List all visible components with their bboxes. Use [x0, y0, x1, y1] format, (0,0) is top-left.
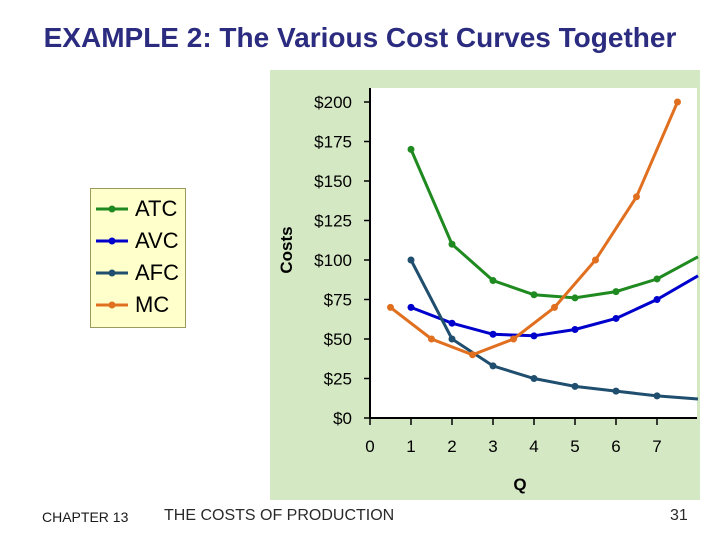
legend-label: AVC: [135, 228, 179, 253]
legend-item-mc: MC: [91, 289, 185, 321]
plot-area: [370, 88, 697, 418]
afc-point: [571, 382, 579, 390]
chart-panel: $0 $25 $50 $75 $100 $125 $150 $175 $200 0 1 2 3 4 5 6 7 Q…: [270, 70, 700, 500]
y-tick-label: $175: [314, 133, 352, 152]
atc-point: [489, 277, 497, 285]
y-tick-label: $0: [333, 409, 352, 428]
atc-point: [653, 275, 661, 283]
x-tick-label: 2: [447, 437, 456, 456]
avc-point: [448, 319, 456, 327]
atc-point: [571, 294, 579, 302]
legend-swatch: [96, 205, 128, 213]
avc-point: [571, 326, 579, 334]
avc-point: [489, 330, 497, 338]
avc-series-line: [410, 274, 699, 338]
legend-label: ATC: [135, 196, 178, 221]
afc-point: [612, 387, 620, 395]
y-tick-label: $100: [314, 251, 352, 270]
afc-point: [448, 335, 456, 343]
mc-point: [469, 351, 476, 359]
afc-point: [653, 392, 661, 400]
y-tick-label: $25: [324, 370, 352, 389]
legend-swatch: [96, 269, 128, 277]
y-axis-label: Costs: [277, 226, 296, 273]
legend-label: AFC: [135, 260, 179, 285]
avc-point: [612, 314, 620, 322]
y-tick-label: $200: [314, 93, 352, 112]
y-tick-label: $150: [314, 172, 352, 191]
x-tick-label: 6: [611, 437, 620, 456]
mc-point: [674, 98, 681, 106]
atc-point: [612, 288, 620, 296]
cost-curves-chart: $0 $25 $50 $75 $100 $125 $150 $175 $200 0 1 2 3 4 5 6 7 Q…: [277, 88, 699, 494]
x-axis-label: Q: [513, 475, 526, 494]
atc-series-line: [409, 148, 699, 300]
legend-item-atc: ATC: [91, 193, 185, 225]
atc-point: [530, 291, 538, 299]
mc-point: [387, 303, 394, 311]
mc-point: [510, 335, 517, 343]
mc-point: [428, 335, 435, 343]
mc-series-line: [389, 101, 679, 357]
y-tick-label: $125: [314, 212, 352, 231]
afc-point: [489, 362, 497, 370]
x-tick-label: 0: [365, 437, 374, 456]
y-tick-label: $75: [324, 291, 352, 310]
x-tick-label: 4: [529, 437, 538, 456]
page-number: 31: [670, 507, 688, 524]
x-tick-label: 3: [488, 437, 497, 456]
avc-point: [407, 303, 415, 311]
afc-series-line: [409, 259, 699, 401]
legend-item-afc: AFC: [91, 257, 185, 289]
atc-point: [448, 240, 456, 248]
legend-swatch: [96, 237, 128, 245]
avc-point: [653, 296, 661, 303]
x-tick-label: 1: [406, 437, 415, 456]
afc-point: [530, 375, 538, 382]
chart-legend: ATC AVC AFC MC: [90, 188, 186, 328]
avc-point: [530, 332, 538, 340]
legend-label: MC: [135, 292, 170, 317]
y-tick-label: $50: [324, 330, 352, 349]
x-tick-label: 5: [570, 437, 579, 456]
mc-point: [592, 256, 599, 264]
slide-title: EXAMPLE 2: The Various Cost Curves Toget…: [43, 22, 677, 53]
x-tick-label: 7: [652, 437, 661, 456]
mc-point: [551, 303, 558, 311]
afc-point: [407, 256, 415, 264]
legend-item-avc: AVC: [91, 225, 185, 257]
mc-point: [633, 193, 640, 201]
atc-point: [407, 145, 415, 153]
legend-swatch: [96, 301, 128, 309]
footer-topic: THE COSTS OF PRODUCTION: [164, 507, 395, 524]
footer-chapter: CHAPTER 13: [42, 509, 129, 525]
